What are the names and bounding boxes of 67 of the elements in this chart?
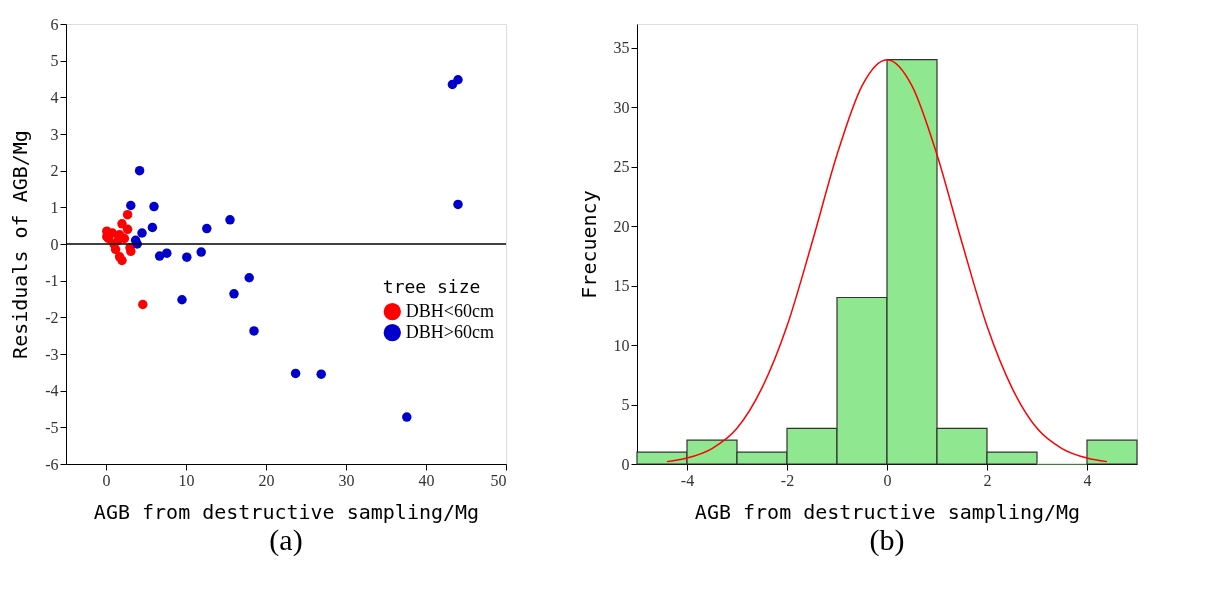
line-series xyxy=(666,58,1108,463)
y-tick-label: 0 xyxy=(621,455,630,473)
x-tick-label: 10 xyxy=(178,471,195,489)
point xyxy=(244,273,254,283)
point xyxy=(147,222,158,233)
y-tick-label: -3 xyxy=(45,345,59,363)
y-tick-label: 5 xyxy=(621,396,630,414)
y-tick-label: 5 xyxy=(50,52,59,70)
y-tick-label: 2 xyxy=(50,162,59,180)
y-tick-label: 25 xyxy=(613,158,630,176)
y-tick-label: 20 xyxy=(613,217,630,235)
legend-label: DBH<60cm xyxy=(405,300,494,321)
x-axis-title: AGB from destructive sampling/Mg xyxy=(93,499,480,524)
x-tick-label: 0 xyxy=(883,471,892,489)
y-tick-label: -5 xyxy=(45,418,59,436)
y-axis-title: Residuals of AGB/Mg xyxy=(8,130,33,359)
point xyxy=(122,224,133,235)
y-tick-label: 3 xyxy=(50,125,59,143)
x-tick-label: -4 xyxy=(680,471,695,489)
y-tick-label: 15 xyxy=(613,277,630,295)
point xyxy=(122,209,133,220)
x-tick-label: 20 xyxy=(258,471,275,489)
x-tick-label: 4 xyxy=(1083,471,1092,489)
y-axis-title: Frecuency xyxy=(576,190,601,299)
legend-label: DBH>60cm xyxy=(405,321,494,342)
x-tick-label: 2 xyxy=(983,471,992,489)
text: (b) xyxy=(869,523,905,557)
point xyxy=(453,199,463,210)
y-tick-label: -1 xyxy=(45,272,59,290)
point xyxy=(138,299,148,310)
point xyxy=(110,244,121,255)
y-tick-label: -6 xyxy=(45,455,59,473)
y-tick-label: 4 xyxy=(50,88,59,106)
point xyxy=(162,248,172,258)
point xyxy=(196,247,206,257)
x-axis-title: AGB from destructive sampling/Mg xyxy=(694,499,1081,524)
point xyxy=(202,223,212,234)
x-tick-label: 0 xyxy=(102,471,111,489)
y-tick-label: 10 xyxy=(613,336,630,354)
x-tick-label: 40 xyxy=(418,471,435,489)
legend-title: tree size xyxy=(382,276,481,298)
point xyxy=(182,252,192,262)
y-tick-label: -4 xyxy=(45,382,59,400)
text: (a) xyxy=(269,523,303,557)
point xyxy=(126,200,136,211)
point xyxy=(229,289,239,299)
point xyxy=(249,326,259,336)
y-tick-label: -2 xyxy=(45,308,59,326)
point xyxy=(290,368,301,379)
x-tick-label: 30 xyxy=(338,471,355,489)
y-tick-label: 0 xyxy=(50,235,59,253)
point xyxy=(137,228,147,238)
point xyxy=(149,201,159,212)
x-tick-label: 50 xyxy=(490,471,507,489)
y-tick-label: 1 xyxy=(50,198,59,216)
point xyxy=(316,369,326,379)
point xyxy=(402,412,412,422)
y-tick-label: 35 xyxy=(613,39,630,57)
point xyxy=(117,255,127,266)
point xyxy=(134,165,145,176)
x-tick-label: -2 xyxy=(780,471,795,489)
point xyxy=(177,295,187,305)
point xyxy=(225,215,235,225)
point xyxy=(453,75,463,85)
y-tick-label: 30 xyxy=(613,98,630,116)
point xyxy=(117,219,127,229)
y-tick-label: 6 xyxy=(50,15,59,33)
